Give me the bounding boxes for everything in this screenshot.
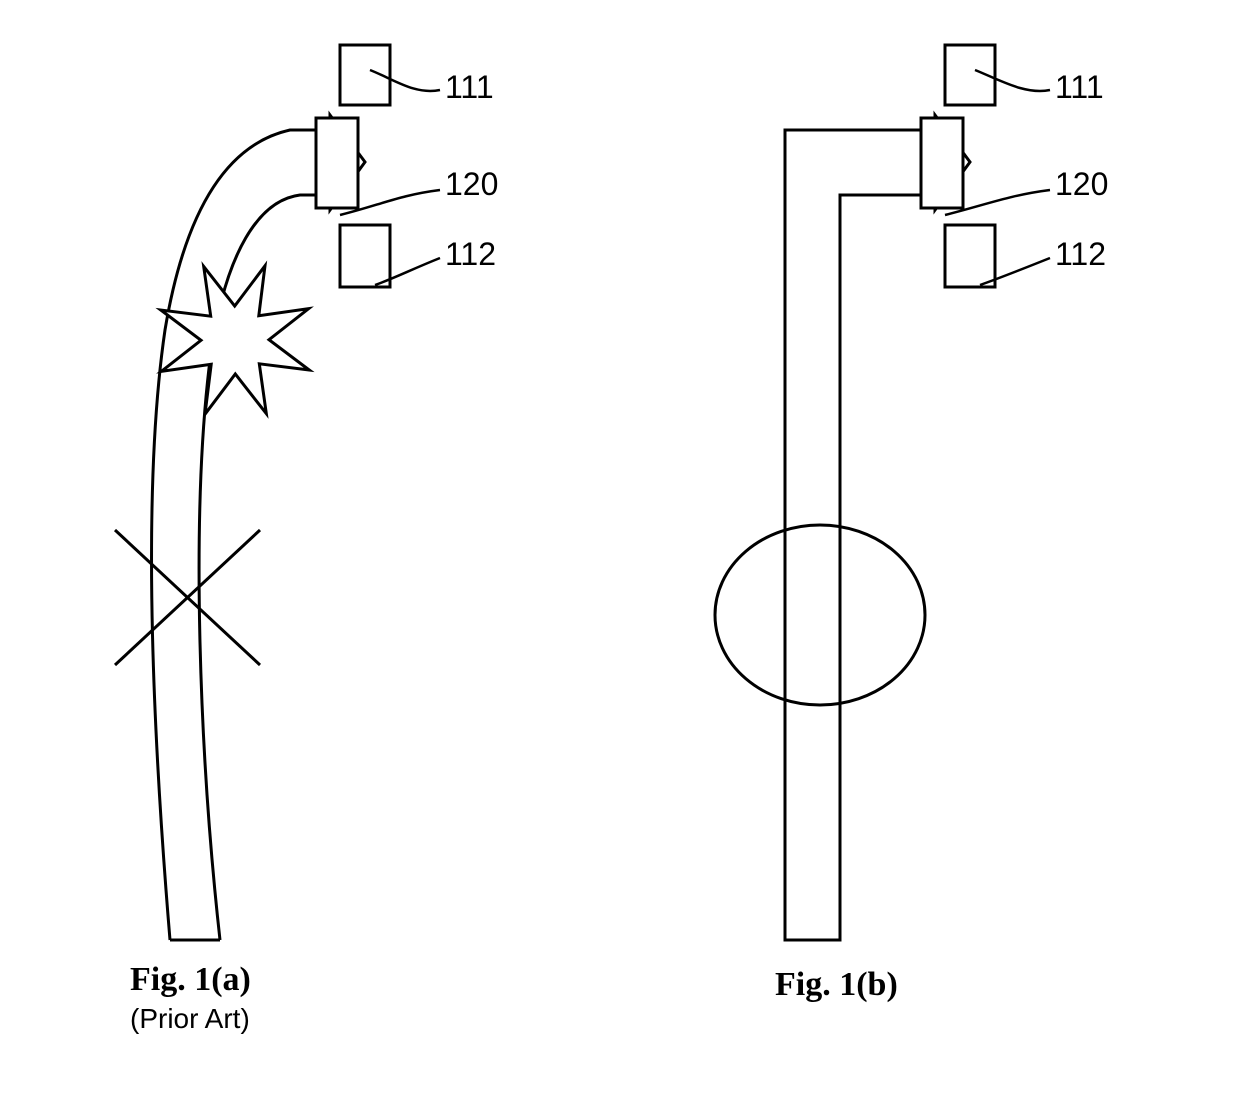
figB-label-111: 111 bbox=[1055, 69, 1104, 105]
figB-label-112: 112 bbox=[1055, 236, 1106, 272]
figB-label-120: 120 bbox=[1055, 166, 1108, 202]
figA-starburst-icon bbox=[161, 266, 309, 414]
figA-label-112: 112 bbox=[445, 236, 496, 272]
figA-arm-outer bbox=[152, 130, 330, 940]
patent-figure-svg: 111 120 112 Fig. 1(a) (Prior Art) 111 12… bbox=[0, 0, 1240, 1100]
figA-label-111: 111 bbox=[445, 69, 494, 105]
figB-caption: Fig. 1(b) bbox=[775, 966, 898, 1003]
figA-label-120: 120 bbox=[445, 166, 498, 202]
figB-arm-body bbox=[785, 115, 970, 940]
figure-a: 111 120 112 Fig. 1(a) (Prior Art) bbox=[115, 45, 498, 1034]
figA-block-112 bbox=[340, 225, 390, 287]
figB-block-112 bbox=[945, 225, 995, 287]
figA-subcaption: (Prior Art) bbox=[130, 1003, 250, 1034]
figure-b: 111 120 112 Fig. 1(b) bbox=[715, 45, 1108, 1003]
figA-caption: Fig. 1(a) bbox=[130, 961, 251, 998]
figB-block-120 bbox=[921, 118, 963, 208]
figA-block-120 bbox=[316, 118, 358, 208]
